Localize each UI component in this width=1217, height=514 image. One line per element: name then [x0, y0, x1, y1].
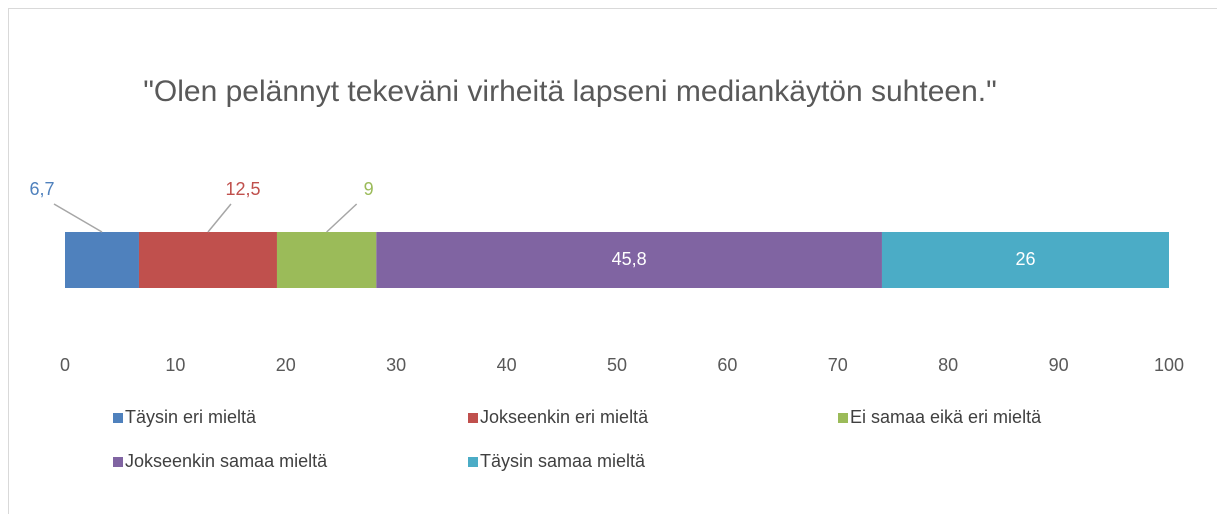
x-tick-label: 30: [386, 355, 406, 375]
x-tick-label: 70: [828, 355, 848, 375]
data-label: 9: [364, 179, 374, 199]
data-label: 12,5: [225, 179, 260, 199]
data-label: 45,8: [612, 249, 647, 269]
x-tick-label: 90: [1049, 355, 1069, 375]
x-tick-label: 60: [717, 355, 737, 375]
legend-label: Täysin samaa mieltä: [480, 451, 646, 471]
bar-segment: [276, 232, 377, 288]
bar-segment: [376, 232, 882, 288]
leader-line: [207, 203, 232, 233]
legend-swatch: [468, 413, 478, 423]
data-label: 6,7: [29, 179, 54, 199]
x-tick-label: 20: [276, 355, 296, 375]
x-tick-label: 80: [938, 355, 958, 375]
legend-swatch: [838, 413, 848, 423]
bar-segment: [138, 232, 277, 288]
leader-line: [326, 203, 358, 233]
legend-swatch: [468, 457, 478, 467]
legend-label: Jokseenkin eri mieltä: [480, 407, 649, 427]
bar-segment: [881, 232, 1169, 288]
legend-swatch: [113, 457, 123, 467]
legend-label: Jokseenkin samaa mieltä: [125, 451, 328, 471]
legend-label: Täysin eri mieltä: [125, 407, 257, 427]
x-tick-label: 0: [60, 355, 70, 375]
leader-line: [53, 203, 103, 233]
chart-border: [8, 8, 1217, 514]
legend-swatch: [113, 413, 123, 423]
chart-title: "Olen pelännyt tekeväni virheitä lapseni…: [143, 75, 997, 108]
bar-segment: [65, 232, 139, 288]
x-tick-label: 10: [165, 355, 185, 375]
legend-label: Ei samaa eikä eri mieltä: [850, 407, 1042, 427]
x-tick-label: 40: [497, 355, 517, 375]
x-tick-label: 100: [1154, 355, 1184, 375]
data-label: 26: [1015, 249, 1035, 269]
x-tick-label: 50: [607, 355, 627, 375]
